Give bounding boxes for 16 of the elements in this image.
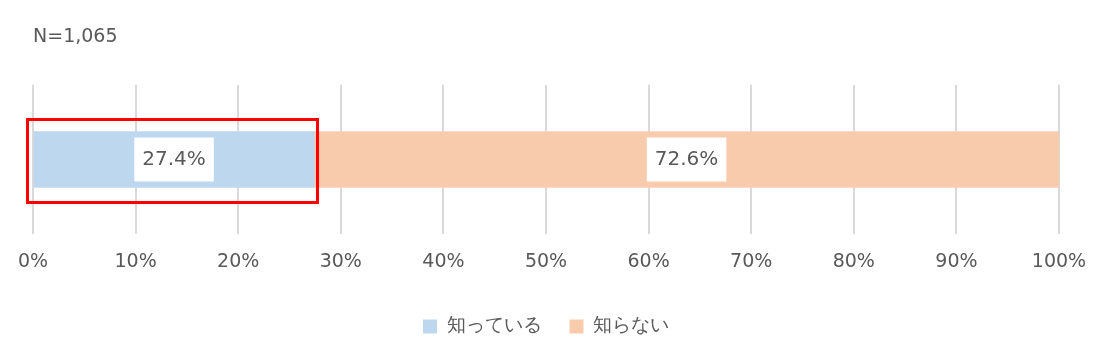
x-tick-label: 60% [627,248,670,271]
data-label: 27.4% [142,145,206,170]
legend-label: 知っている [446,313,542,336]
x-tick-label: 90% [935,248,978,271]
x-tick-label: 0% [17,248,49,271]
x-tick-label: 100% [1031,248,1087,271]
x-tick-label: 70% [730,248,773,271]
x-tick-label: 40% [422,248,465,271]
x-tick-label: 50% [524,248,568,271]
x-tick-label: 30% [319,248,362,271]
chart-title: N=1,065 [33,24,118,47]
data-label: 72.6% [654,145,719,170]
legend-label: 知らない [593,313,669,336]
x-tick-label: 20% [217,248,260,271]
x-tick-label: 80% [832,248,875,271]
x-tick-label: 10% [114,248,157,271]
